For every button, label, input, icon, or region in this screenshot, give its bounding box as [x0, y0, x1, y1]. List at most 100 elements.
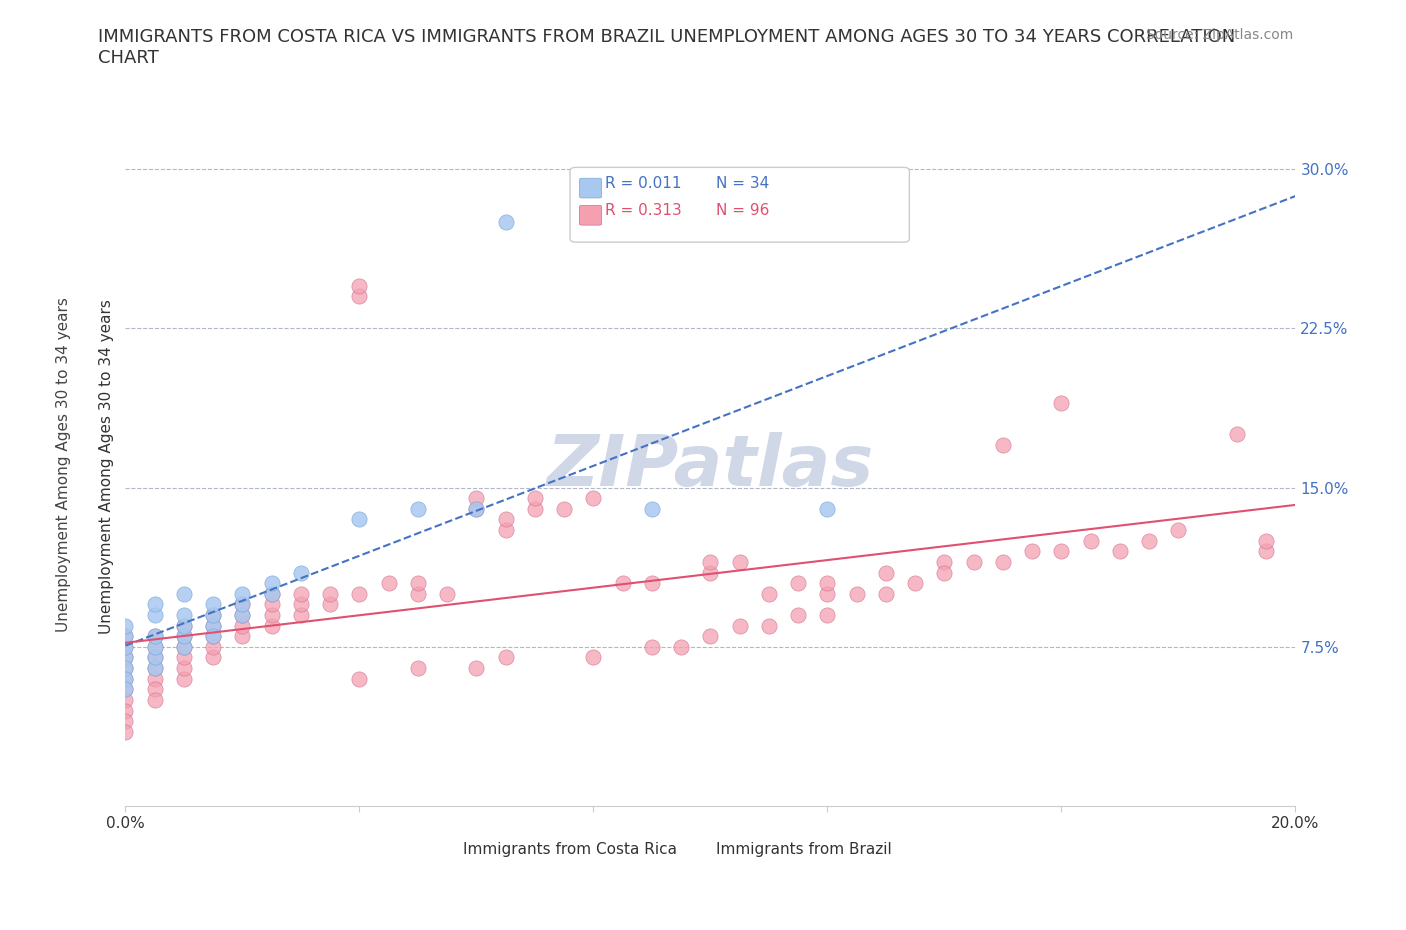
Point [465, 501, 488, 516]
Point [173, 640, 195, 655]
Point [231, 607, 253, 622]
Point [114, 682, 136, 697]
Point [114, 650, 136, 665]
Point [231, 597, 253, 612]
Point [143, 660, 166, 675]
Point [114, 703, 136, 718]
Text: ZIPatlas: ZIPatlas [547, 432, 875, 501]
Point [553, 501, 575, 516]
Point [143, 650, 166, 665]
Text: Unemployment Among Ages 30 to 34 years: Unemployment Among Ages 30 to 34 years [56, 298, 72, 632]
Point [1109, 544, 1132, 559]
Point [406, 501, 429, 516]
Point [173, 607, 195, 622]
Point [1256, 544, 1278, 559]
Point [406, 576, 429, 591]
FancyBboxPatch shape [579, 206, 602, 225]
Point [728, 618, 751, 633]
Point [114, 650, 136, 665]
Point [377, 576, 399, 591]
Point [114, 693, 136, 708]
Point [260, 586, 283, 601]
Point [349, 671, 371, 686]
Point [991, 554, 1014, 569]
Point [114, 640, 136, 655]
Text: N = 96: N = 96 [716, 203, 769, 218]
Point [612, 576, 634, 591]
Point [290, 597, 312, 612]
Point [1226, 427, 1249, 442]
Point [290, 607, 312, 622]
Point [845, 586, 868, 601]
Point [758, 586, 780, 601]
Point [143, 597, 166, 612]
Point [114, 660, 136, 675]
Point [787, 576, 810, 591]
Point [495, 650, 517, 665]
Point [114, 618, 136, 633]
Point [349, 512, 371, 527]
Point [114, 640, 136, 655]
Point [290, 586, 312, 601]
Point [231, 629, 253, 644]
Point [173, 671, 195, 686]
Point [173, 650, 195, 665]
Point [173, 629, 195, 644]
Point [817, 501, 839, 516]
Point [231, 618, 253, 633]
Text: Immigrants from Brazil: Immigrants from Brazil [716, 842, 891, 857]
Point [114, 713, 136, 728]
Point [260, 607, 283, 622]
Text: N = 34: N = 34 [716, 176, 769, 191]
Point [1080, 533, 1102, 548]
Point [260, 618, 283, 633]
Point [173, 629, 195, 644]
Point [202, 618, 225, 633]
Point [1021, 544, 1043, 559]
Point [699, 565, 721, 580]
Point [202, 607, 225, 622]
Point [495, 512, 517, 527]
Text: IMMIGRANTS FROM COSTA RICA VS IMMIGRANTS FROM BRAZIL UNEMPLOYMENT AMONG AGES 30 : IMMIGRANTS FROM COSTA RICA VS IMMIGRANTS… [98, 28, 1236, 67]
Point [1050, 544, 1073, 559]
Point [465, 501, 488, 516]
Point [436, 586, 458, 601]
Point [143, 671, 166, 686]
Point [143, 607, 166, 622]
Point [143, 629, 166, 644]
Point [671, 640, 693, 655]
Point [699, 554, 721, 569]
Point [465, 491, 488, 506]
Point [349, 586, 371, 601]
Point [495, 523, 517, 538]
Point [114, 629, 136, 644]
Y-axis label: Unemployment Among Ages 30 to 34 years: Unemployment Among Ages 30 to 34 years [100, 299, 114, 633]
Point [1167, 523, 1189, 538]
Point [582, 650, 605, 665]
Point [904, 576, 927, 591]
Point [1137, 533, 1160, 548]
Point [143, 640, 166, 655]
Point [875, 586, 897, 601]
Point [143, 660, 166, 675]
Point [202, 640, 225, 655]
Point [817, 576, 839, 591]
Point [173, 586, 195, 601]
Point [319, 586, 342, 601]
Point [641, 576, 664, 591]
Point [143, 682, 166, 697]
Point [202, 597, 225, 612]
Point [817, 607, 839, 622]
Point [991, 438, 1014, 453]
Point [349, 278, 371, 293]
Point [143, 650, 166, 665]
Point [173, 618, 195, 633]
Point [406, 586, 429, 601]
Point [641, 640, 664, 655]
Point [202, 629, 225, 644]
Point [114, 671, 136, 686]
Point [523, 491, 546, 506]
Point [523, 501, 546, 516]
Point [817, 586, 839, 601]
Point [495, 215, 517, 230]
